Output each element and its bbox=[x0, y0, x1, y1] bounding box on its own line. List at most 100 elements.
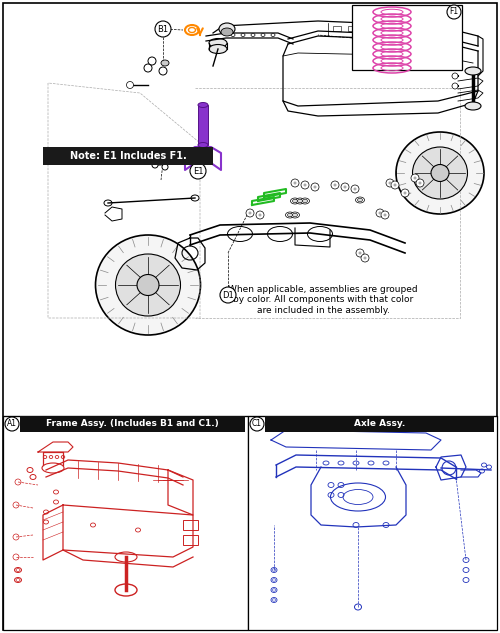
Circle shape bbox=[220, 287, 236, 303]
Ellipse shape bbox=[302, 199, 308, 203]
Ellipse shape bbox=[209, 44, 227, 54]
Ellipse shape bbox=[290, 212, 300, 218]
Circle shape bbox=[378, 211, 382, 215]
Text: Axle Assy.: Axle Assy. bbox=[354, 420, 405, 429]
Circle shape bbox=[314, 185, 316, 189]
Circle shape bbox=[394, 184, 396, 187]
Ellipse shape bbox=[288, 213, 292, 216]
Circle shape bbox=[376, 209, 384, 217]
Ellipse shape bbox=[209, 39, 227, 47]
Text: B1: B1 bbox=[158, 25, 168, 34]
Text: Frame Assy. (Includes B1 and C1.): Frame Assy. (Includes B1 and C1.) bbox=[46, 420, 219, 429]
Bar bbox=[183, 535, 198, 545]
Ellipse shape bbox=[292, 213, 298, 216]
Ellipse shape bbox=[271, 34, 275, 37]
Circle shape bbox=[144, 64, 152, 72]
Circle shape bbox=[416, 179, 424, 187]
Circle shape bbox=[148, 57, 156, 65]
Circle shape bbox=[364, 256, 366, 260]
Circle shape bbox=[354, 187, 356, 191]
Circle shape bbox=[384, 213, 386, 216]
Text: C1: C1 bbox=[252, 420, 262, 429]
Ellipse shape bbox=[356, 197, 364, 203]
Ellipse shape bbox=[198, 103, 208, 108]
Circle shape bbox=[452, 83, 458, 89]
Text: F1: F1 bbox=[450, 8, 458, 16]
Ellipse shape bbox=[431, 165, 449, 182]
Ellipse shape bbox=[298, 199, 302, 203]
Circle shape bbox=[401, 189, 409, 197]
Circle shape bbox=[291, 179, 299, 187]
Circle shape bbox=[256, 211, 264, 219]
Ellipse shape bbox=[161, 60, 169, 66]
Bar bbox=[393, 26, 401, 31]
Ellipse shape bbox=[221, 28, 233, 36]
Ellipse shape bbox=[300, 198, 310, 204]
Circle shape bbox=[411, 174, 419, 182]
Bar bbox=[248, 416, 497, 630]
Ellipse shape bbox=[116, 254, 180, 316]
Circle shape bbox=[304, 184, 306, 187]
Ellipse shape bbox=[198, 142, 208, 147]
Circle shape bbox=[351, 185, 359, 193]
Circle shape bbox=[361, 254, 369, 262]
Circle shape bbox=[331, 181, 339, 189]
Circle shape bbox=[404, 192, 406, 194]
Circle shape bbox=[447, 5, 461, 19]
Circle shape bbox=[334, 184, 336, 187]
Circle shape bbox=[248, 211, 252, 215]
Circle shape bbox=[388, 182, 392, 184]
Circle shape bbox=[452, 73, 458, 79]
Ellipse shape bbox=[162, 164, 168, 170]
Ellipse shape bbox=[219, 23, 235, 35]
Ellipse shape bbox=[231, 34, 235, 37]
Ellipse shape bbox=[152, 162, 158, 168]
Circle shape bbox=[386, 179, 394, 187]
Circle shape bbox=[294, 182, 296, 184]
Ellipse shape bbox=[296, 198, 304, 204]
Circle shape bbox=[418, 182, 422, 184]
Bar bbox=[183, 520, 198, 530]
Bar bbox=[348, 26, 356, 31]
Circle shape bbox=[414, 177, 416, 180]
Bar bbox=[363, 26, 371, 31]
Ellipse shape bbox=[241, 34, 245, 37]
Circle shape bbox=[311, 183, 319, 191]
Circle shape bbox=[341, 183, 349, 191]
Circle shape bbox=[258, 213, 262, 216]
Text: A1: A1 bbox=[7, 420, 17, 429]
Ellipse shape bbox=[137, 275, 159, 296]
Ellipse shape bbox=[292, 199, 298, 203]
Ellipse shape bbox=[465, 102, 481, 110]
Circle shape bbox=[391, 181, 399, 189]
Circle shape bbox=[381, 211, 389, 219]
Text: D1: D1 bbox=[222, 291, 234, 299]
Circle shape bbox=[155, 21, 171, 37]
Circle shape bbox=[159, 67, 167, 75]
Circle shape bbox=[301, 181, 309, 189]
Text: When applicable, assemblies are grouped
by color. All components with that color: When applicable, assemblies are grouped … bbox=[228, 285, 418, 315]
Ellipse shape bbox=[251, 34, 255, 37]
Bar bbox=[198, 105, 208, 145]
Circle shape bbox=[358, 251, 362, 254]
Bar bbox=[20, 416, 245, 432]
Circle shape bbox=[190, 163, 206, 179]
Ellipse shape bbox=[261, 34, 265, 37]
Text: E1: E1 bbox=[193, 166, 203, 175]
Text: Note: E1 Includes F1.: Note: E1 Includes F1. bbox=[70, 151, 186, 161]
Bar bbox=[352, 5, 462, 70]
Ellipse shape bbox=[412, 147, 468, 199]
Circle shape bbox=[356, 249, 364, 257]
Ellipse shape bbox=[358, 198, 362, 202]
Circle shape bbox=[452, 63, 458, 69]
Circle shape bbox=[246, 209, 254, 217]
Bar bbox=[333, 26, 341, 31]
Ellipse shape bbox=[286, 212, 294, 218]
Ellipse shape bbox=[465, 67, 481, 75]
Bar bbox=[3, 416, 248, 630]
Circle shape bbox=[126, 82, 134, 89]
Circle shape bbox=[5, 417, 19, 431]
Bar bbox=[378, 26, 386, 31]
Circle shape bbox=[250, 417, 264, 431]
Ellipse shape bbox=[96, 235, 200, 335]
